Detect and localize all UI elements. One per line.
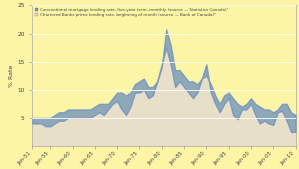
Legend: Conventional mortgage lending rate, five-year term, monthly (source — Statistics: Conventional mortgage lending rate, five…: [34, 7, 228, 17]
Y-axis label: % Rate: % Rate: [10, 65, 14, 87]
